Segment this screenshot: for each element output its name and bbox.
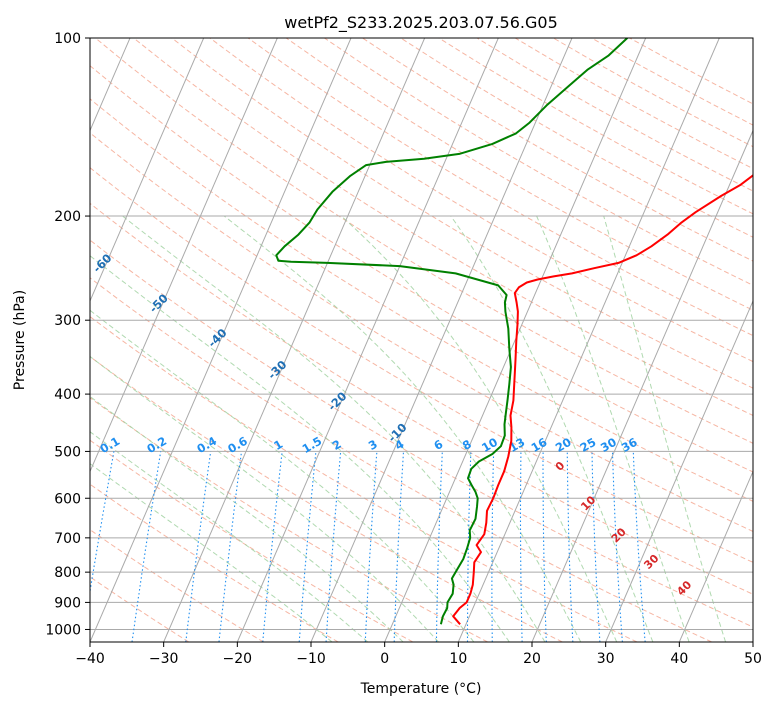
y-tick-label: 1000: [45, 622, 81, 638]
mixing-ratio-label: 16: [529, 435, 550, 455]
mixing-ratio-label: 20: [553, 435, 574, 455]
mixing-ratio-line: [262, 451, 283, 642]
dry-adiabat: [90, 202, 753, 595]
moist-adiabat: [90, 463, 333, 642]
moist-adiabat: [90, 431, 369, 642]
dry-adiabat: [95, 38, 753, 444]
dry-adiabat: [90, 98, 753, 502]
dry-adiabat: [90, 277, 712, 642]
isotherm: [163, 38, 426, 642]
isotherm: [310, 38, 573, 642]
y-tick-label: 200: [54, 209, 81, 225]
y-tick-label: 800: [54, 565, 81, 581]
dry-adiabat: [90, 529, 264, 642]
y-axis-label: Pressure (hPa): [12, 290, 28, 390]
mixing-ratio-label: 30: [598, 435, 619, 455]
dry-adiabat: [90, 397, 488, 642]
y-axis-ticks: 100 200 300 400 500 600 700 800 900 1000: [45, 31, 90, 638]
isotherm: [678, 470, 753, 642]
moist-adiabat: [90, 309, 475, 642]
isotherm: [531, 129, 753, 642]
series-line-dewpoint: [275, 38, 628, 625]
dry-adiabat: [133, 38, 753, 416]
x-axis-label: Temperature (°C): [360, 681, 482, 697]
dry-adiabat: [90, 316, 638, 642]
x-tick-label: 20: [523, 651, 541, 667]
isotherm: [90, 38, 205, 303]
isotherm: [90, 38, 278, 473]
dry-adiabat: [209, 38, 753, 363]
mixing-ratio-label: 36: [619, 435, 640, 455]
mixing-ratio-line: [218, 451, 243, 642]
moist-adiabat: [341, 215, 618, 642]
dry-adiabat: [90, 132, 753, 532]
moist-adiabat: [90, 255, 510, 642]
x-tick-label: −20: [223, 651, 253, 667]
moist-adiabat: [223, 215, 582, 642]
moist-adiabat: [90, 395, 404, 642]
moist-adiabat: [122, 215, 546, 642]
isotherm: [236, 38, 499, 642]
dry-adiabat: [90, 355, 563, 642]
plot-frame: [89, 37, 754, 643]
y-tick-label: 300: [54, 313, 81, 329]
moist-adiabat: [450, 215, 654, 642]
x-tick-label: 10: [449, 651, 467, 667]
isotherm: [384, 38, 647, 642]
dry-adiabat: [171, 38, 753, 389]
x-tick-label: 0: [380, 651, 389, 667]
chart-title: wetPf2_S233.2025.203.07.56.G05: [284, 13, 558, 33]
moist-adiabat: [536, 215, 690, 642]
y-tick-label: 500: [54, 444, 81, 460]
isotherm: [90, 38, 352, 642]
x-tick-label: 50: [744, 651, 762, 667]
x-tick-label: −10: [296, 651, 326, 667]
y-tick-label: 700: [54, 531, 81, 547]
x-tick-label: −40: [75, 651, 105, 667]
y-tick-label: 100: [54, 31, 81, 47]
mixing-ratio-line: [90, 451, 115, 595]
moist-adiabat: [603, 215, 727, 642]
series-line-temperature: [452, 174, 753, 625]
data-series: [275, 38, 753, 625]
mixing-ratio-line: [185, 451, 212, 642]
x-axis-ticks: −40 −30 −20 −10 0 10 20 30 40 50: [75, 642, 762, 667]
x-tick-label: 30: [597, 651, 615, 667]
isotherm: [605, 299, 753, 642]
y-tick-label: 400: [54, 387, 81, 403]
isotherm: [457, 38, 720, 642]
moist-adiabat: [90, 355, 439, 642]
x-tick-label: −30: [149, 651, 179, 667]
dry-adiabat: [90, 239, 753, 628]
mixing-ratio-label: 10: [479, 435, 500, 455]
mixing-ratio-line: [131, 451, 162, 642]
y-tick-label: 900: [54, 595, 81, 611]
dry-adiabat: [90, 483, 339, 642]
mixing-ratio-label: 25: [578, 435, 599, 455]
y-tick-label: 600: [54, 491, 81, 507]
x-tick-label: 40: [670, 651, 688, 667]
